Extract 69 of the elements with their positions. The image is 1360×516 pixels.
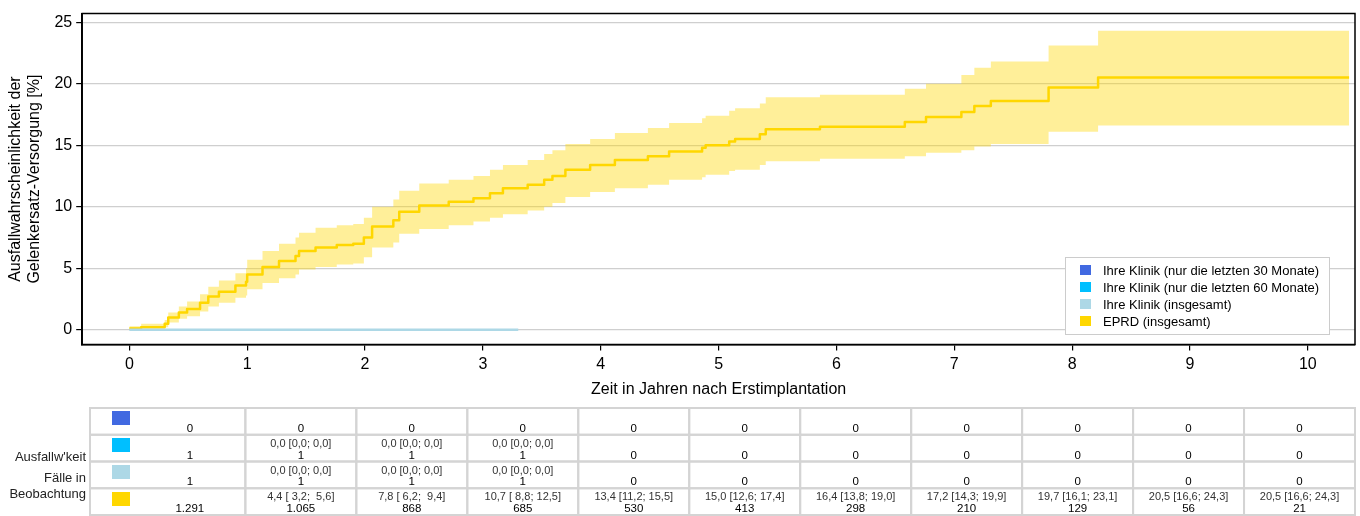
legend-label: Ihre Klinik (nur die letzten 30 Monate) xyxy=(1103,261,1320,279)
text: 0 xyxy=(1296,475,1303,488)
text: 0 xyxy=(630,421,637,434)
text: 0,0 [0,0; 0,0] 1 xyxy=(270,463,332,488)
y-tick-label: 20 xyxy=(54,74,73,92)
x-axis-title: Zeit in Jahren nach Erstimplantation xyxy=(590,379,847,397)
text: 0,0 [0,0; 0,0] 1 xyxy=(381,463,443,488)
text: 0 xyxy=(741,475,748,488)
x-tick-label: 10 xyxy=(1298,354,1317,372)
text: 0 xyxy=(1185,475,1192,488)
text: 0 xyxy=(408,421,415,434)
text: 0 xyxy=(1185,448,1192,461)
y-tick-label: 0 xyxy=(63,320,73,338)
text: 0,0 [0,0; 0,0] 1 xyxy=(381,436,443,461)
text: 0 xyxy=(852,448,859,461)
text: 1 xyxy=(186,448,194,461)
text: 13,4 [11,2; 15,5] 530 xyxy=(594,490,674,514)
x-tick-label: 1 xyxy=(242,354,252,372)
text: 0 xyxy=(1074,448,1081,461)
text: 0 xyxy=(963,421,970,434)
text: 20,5 [16,6; 24,3] 56 xyxy=(1148,490,1229,514)
text: 0 xyxy=(741,421,748,434)
x-tick-label: 4 xyxy=(596,354,606,372)
text: 19,7 [16,1; 23,1] 129 xyxy=(1037,490,1118,514)
text: 17,2 [14,3; 19,9] 210 xyxy=(926,490,1007,514)
x-tick-label: 0 xyxy=(124,354,134,372)
x-tick-label: 3 xyxy=(478,354,488,372)
y-tick-label: 25 xyxy=(54,12,73,30)
text: 15,0 [12,6; 17,4] 413 xyxy=(704,490,785,514)
y-tick-label: 10 xyxy=(54,197,73,215)
text: 16,4 [13,8; 19,0] 298 xyxy=(815,490,896,514)
text: 0 xyxy=(1074,475,1081,488)
text: 0 xyxy=(186,421,194,434)
text: Fälle in Beobachtung xyxy=(8,469,86,502)
text: 0 xyxy=(741,448,748,461)
text: 0 xyxy=(852,475,859,488)
x-tick-label: 2 xyxy=(360,354,370,372)
y-tick-label: 15 xyxy=(54,135,73,153)
x-tick-label: 9 xyxy=(1185,354,1195,372)
y-tick-label: 5 xyxy=(63,258,73,276)
text: 0,0 [0,0; 0,0] 1 xyxy=(492,436,554,461)
legend-label: Ihre Klinik (insgesamt) xyxy=(1103,295,1232,313)
x-tick-label: 7 xyxy=(949,354,959,372)
text: 1.291 xyxy=(175,502,205,514)
text: 0 xyxy=(852,421,859,434)
text: 0 xyxy=(630,448,637,461)
text: 0 xyxy=(963,475,970,488)
text: 0 xyxy=(519,421,526,434)
text: 0,0 [0,0; 0,0] 1 xyxy=(492,463,554,488)
legend-label: EPRD (insgesamt) xyxy=(1103,312,1211,330)
text: 0 xyxy=(297,421,305,434)
text: 20,5 [16,6; 24,3] 21 xyxy=(1259,490,1340,514)
text: 0 xyxy=(1296,448,1303,461)
text: 10,7 [ 8,8; 12,5] 685 xyxy=(484,490,561,514)
x-tick-label: 6 xyxy=(832,354,841,372)
text: Ausfallw'keit xyxy=(13,448,86,465)
text: 0,0 [0,0; 0,0] 1 xyxy=(270,436,332,461)
text: 0 xyxy=(963,448,970,461)
text: 7,8 [ 6,2; 9,4] 868 xyxy=(378,490,446,514)
text: 4,4 [ 3,2; 5,6] 1.065 xyxy=(267,490,335,514)
y-axis-title: Ausfallwahrscheinlichkeit der Gelenkersatz-Versorgung [%] xyxy=(6,74,43,284)
x-tick-label: 8 xyxy=(1067,354,1077,372)
x-tick-label: 5 xyxy=(714,354,724,372)
text: 1 xyxy=(186,475,194,488)
text: 0 xyxy=(1296,421,1303,434)
text: 0 xyxy=(630,475,637,488)
legend-label: Ihre Klinik (nur die letzten 60 Monate) xyxy=(1103,278,1320,296)
text: 0 xyxy=(1074,421,1081,434)
text: 0 xyxy=(1185,421,1192,434)
